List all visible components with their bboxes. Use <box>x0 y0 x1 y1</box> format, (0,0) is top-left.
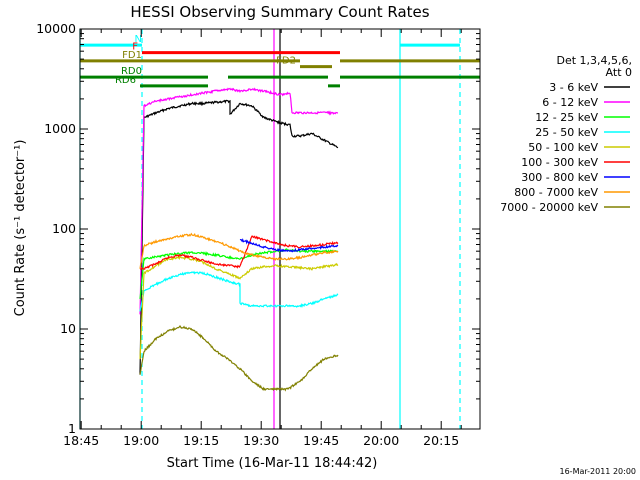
legend-header-1: Att 0 <box>606 66 632 79</box>
series-group <box>139 87 339 392</box>
x-tick-label-1: 19:00 <box>123 433 159 448</box>
flag-label-0: N <box>135 34 142 45</box>
flag-label-5: RD6 <box>115 75 136 86</box>
x-tick-label-3: 19:30 <box>243 433 279 448</box>
flag-label-2: FD1 <box>122 50 142 61</box>
y-axis-ticks: 1 10 100 1000 10000 <box>36 21 480 436</box>
legend-label-2: 12 - 25 keV <box>535 111 598 124</box>
vertical-markers <box>79 29 461 429</box>
series-line-8 <box>139 324 339 392</box>
legend-label-1: 6 - 12 keV <box>542 96 598 109</box>
series-line-6 <box>239 238 339 253</box>
legend-label-6: 300 - 800 keV <box>521 171 598 184</box>
x-axis-ticks: 18:45 19:00 19:15 19:30 19:45 20:00 20:15 <box>63 29 462 448</box>
chart-title: HESSI Observing Summary Count Rates <box>130 3 429 21</box>
legend-header-0: Det 1,3,4,5,6, <box>556 54 632 67</box>
flag-label-1: F <box>132 42 138 53</box>
y-tick-label-2: 100 <box>52 221 76 236</box>
series-line-2 <box>139 248 339 299</box>
legend-label-5: 100 - 300 keV <box>521 156 598 169</box>
series-line-0 <box>139 99 339 375</box>
flag-label-3: FD2 <box>276 56 296 67</box>
legend-label-0: 3 - 6 keV <box>549 81 598 94</box>
y-axis-label: Count Rate (s⁻¹ detector⁻¹) <box>13 140 28 317</box>
legend-label-4: 50 - 100 keV <box>528 141 598 154</box>
legend-label-3: 25 - 50 keV <box>535 126 598 139</box>
series-line-3 <box>139 270 339 312</box>
flag-label-4: RD0 <box>121 66 142 77</box>
series-line-7 <box>139 232 339 269</box>
x-tick-label-0: 18:45 <box>63 433 99 448</box>
y-tick-label-3: 1000 <box>44 121 76 136</box>
y-tick-label-0: 1 <box>68 421 76 436</box>
legend-label-8: 7000 - 20000 keV <box>500 201 598 214</box>
series-line-4 <box>139 255 339 360</box>
legend: Det 1,3,4,5,6,Att 0 3 - 6 keV 6 - 12 keV 12… <box>500 54 632 214</box>
series-line-5 <box>139 235 339 271</box>
date-stamp: 16-Mar-2011 20:00 <box>560 467 637 476</box>
y-tick-label-1: 10 <box>60 321 76 336</box>
series-line-1 <box>139 87 338 315</box>
x-tick-label-6: 20:15 <box>423 433 459 448</box>
y-tick-label-4: 10000 <box>36 21 76 36</box>
x-axis-label: Start Time (16-Mar-11 18:44:42) <box>167 456 378 471</box>
x-tick-label-5: 20:00 <box>363 433 399 448</box>
x-tick-label-2: 19:15 <box>183 433 219 448</box>
x-tick-label-4: 19:45 <box>303 433 339 448</box>
legend-label-7: 800 - 7000 keV <box>514 186 598 199</box>
